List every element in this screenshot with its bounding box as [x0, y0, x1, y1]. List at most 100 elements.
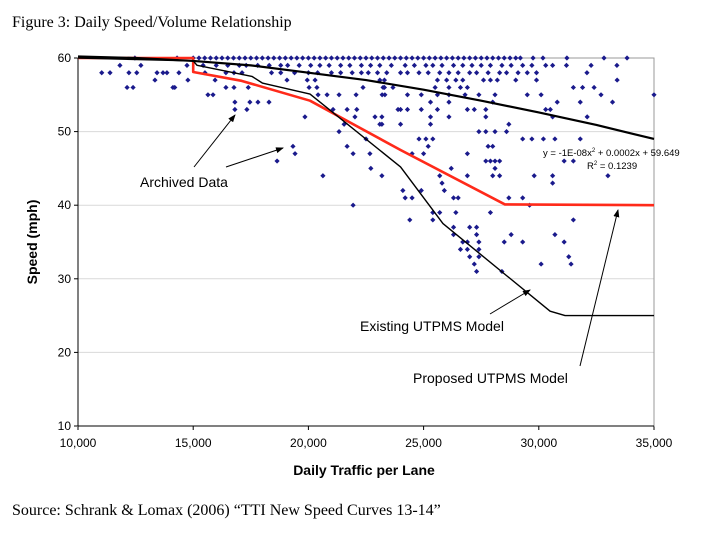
data-point: [471, 106, 477, 113]
data-point: [506, 121, 512, 127]
data-point: [446, 84, 452, 91]
data-point: [497, 70, 503, 76]
data-point: [497, 173, 503, 179]
data-point: [397, 70, 404, 76]
data-point: [531, 173, 537, 179]
data-point: [407, 217, 413, 223]
data-point: [296, 62, 302, 68]
data-point: [271, 55, 277, 61]
data-point: [446, 70, 452, 76]
tick-labels: 10 20 30 40 50 60 10,000 15,000 20,000 25,000 30,0…: [58, 51, 673, 450]
data-point: [492, 92, 498, 98]
data-point: [225, 55, 231, 61]
data-point: [446, 99, 452, 105]
arrow-existing: [489, 289, 531, 315]
data-point: [430, 217, 436, 223]
data-point: [561, 158, 567, 164]
data-point: [404, 70, 411, 76]
data-point: [437, 70, 443, 76]
data-point: [487, 209, 494, 216]
data-point: [213, 62, 219, 68]
data-point: [570, 217, 576, 223]
data-point: [483, 114, 489, 120]
data-point: [566, 254, 572, 260]
data-point: [507, 55, 513, 61]
data-point: [538, 261, 544, 267]
data-point: [425, 70, 431, 76]
data-point: [584, 114, 590, 120]
data-point: [552, 136, 558, 142]
x-tick-label: 10,000: [60, 436, 97, 450]
arrow-archived-2: [225, 147, 284, 168]
data-point: [291, 70, 298, 76]
data-point: [550, 180, 556, 186]
data-point: [416, 70, 422, 76]
data-point: [255, 99, 261, 105]
data-point: [336, 129, 342, 135]
x-tick-label: 35,000: [636, 436, 673, 450]
y-axis-label: Speed (mph): [24, 200, 40, 285]
source-note: Source: Schrank & Lomax (2006) “TTI New …: [12, 502, 441, 519]
data-point: [384, 70, 390, 76]
data-point: [533, 70, 540, 76]
data-point: [381, 84, 388, 91]
data-point: [460, 62, 466, 68]
data-point: [561, 239, 567, 245]
data-point: [547, 106, 553, 113]
data-point: [290, 143, 296, 149]
data-point: [314, 84, 320, 91]
data-point: [400, 187, 406, 194]
data-point: [476, 239, 482, 245]
data-point: [315, 92, 321, 98]
data-point: [449, 55, 455, 61]
data-point: [529, 136, 535, 142]
data-point: [464, 173, 470, 179]
data-point: [591, 84, 597, 91]
data-point: [219, 55, 225, 61]
data-point: [363, 55, 369, 61]
data-point: [598, 92, 604, 98]
data-point: [487, 158, 494, 164]
data-point: [499, 62, 505, 68]
data-point: [320, 173, 326, 179]
data-point: [446, 114, 452, 120]
data-point: [476, 254, 482, 260]
data-point: [570, 158, 576, 164]
annotations: Archived Data Existing UTPMS Model Propo…: [140, 114, 680, 386]
model-lines: [77, 55, 655, 317]
data-point: [460, 77, 466, 83]
data-point: [185, 77, 191, 83]
data-point: [404, 106, 411, 113]
data-point: [231, 84, 237, 91]
data-point: [312, 77, 318, 83]
data-point: [492, 129, 498, 135]
data-point: [379, 92, 385, 98]
data-point: [210, 92, 216, 98]
data-point: [614, 62, 620, 68]
data-point: [205, 92, 211, 98]
data-point: [464, 106, 470, 113]
data-point: [464, 239, 470, 245]
data-point: [530, 55, 536, 61]
data-point: [236, 55, 242, 61]
data-point: [305, 55, 311, 61]
data-point: [369, 55, 375, 61]
data-point: [334, 55, 340, 61]
data-point: [543, 106, 549, 113]
data-point: [485, 143, 491, 149]
data-point: [430, 136, 436, 142]
data-point: [450, 195, 457, 201]
data-point: [368, 165, 374, 171]
data-point: [274, 158, 280, 164]
data-point: [467, 224, 473, 230]
data-point: [432, 55, 438, 61]
data-point: [306, 84, 312, 91]
data-point: [455, 70, 461, 76]
data-point: [415, 55, 421, 61]
data-point: [130, 84, 136, 91]
data-point: [367, 151, 373, 157]
data-point: [134, 70, 140, 76]
y-tick-label: 20: [58, 345, 72, 359]
data-point: [492, 165, 498, 171]
data-point: [338, 62, 344, 68]
